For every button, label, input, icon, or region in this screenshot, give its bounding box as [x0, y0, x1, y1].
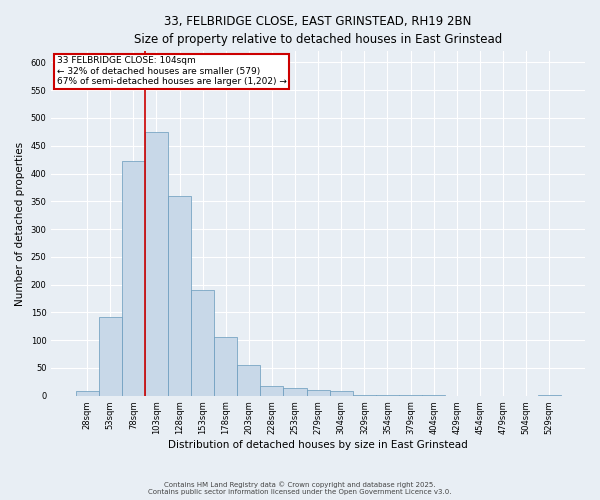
Bar	[353, 394, 376, 396]
Bar	[399, 395, 422, 396]
Bar	[98, 317, 122, 396]
Bar	[145, 132, 168, 396]
Bar	[376, 394, 399, 396]
Bar	[191, 290, 214, 396]
Bar	[76, 392, 98, 396]
Bar	[168, 196, 191, 396]
Bar	[214, 338, 237, 396]
Bar	[122, 161, 145, 396]
Title: 33, FELBRIDGE CLOSE, EAST GRINSTEAD, RH19 2BN
Size of property relative to detac: 33, FELBRIDGE CLOSE, EAST GRINSTEAD, RH1…	[134, 15, 502, 46]
Bar	[307, 390, 329, 396]
Bar	[260, 386, 283, 396]
Text: Contains HM Land Registry data © Crown copyright and database right 2025.
Contai: Contains HM Land Registry data © Crown c…	[148, 482, 452, 495]
Y-axis label: Number of detached properties: Number of detached properties	[15, 142, 25, 306]
Text: 33 FELBRIDGE CLOSE: 104sqm
← 32% of detached houses are smaller (579)
67% of sem: 33 FELBRIDGE CLOSE: 104sqm ← 32% of deta…	[56, 56, 287, 86]
Bar	[538, 395, 561, 396]
X-axis label: Distribution of detached houses by size in East Grinstead: Distribution of detached houses by size …	[168, 440, 468, 450]
Bar	[422, 395, 445, 396]
Bar	[237, 365, 260, 396]
Bar	[283, 388, 307, 396]
Bar	[329, 390, 353, 396]
